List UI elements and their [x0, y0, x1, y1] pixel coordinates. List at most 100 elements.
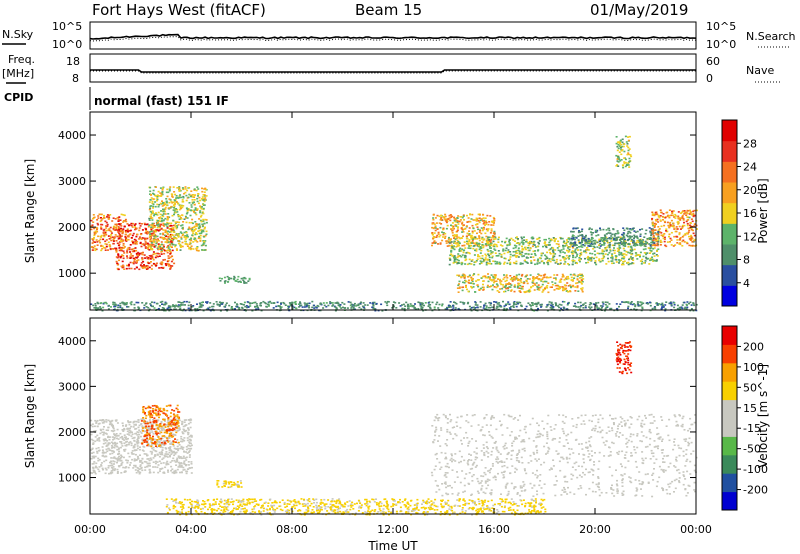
- echo-cell: [474, 261, 477, 263]
- echo-cell: [630, 155, 633, 158]
- echo-cell: [458, 255, 461, 258]
- echo-cell: [504, 290, 507, 293]
- echo-cell: [146, 230, 149, 233]
- echo-cell: [650, 238, 653, 241]
- echo-cell: [563, 242, 566, 245]
- echo-cell: [629, 154, 632, 156]
- echo-cell: [371, 306, 374, 309]
- echo-cell: [623, 301, 626, 304]
- echo-cell: [457, 220, 460, 222]
- echo-cell: [161, 237, 164, 239]
- echo-cell: [179, 205, 182, 208]
- echo-cell: [272, 302, 275, 304]
- echo-cell: [469, 220, 472, 223]
- echo-cell: [513, 286, 516, 288]
- echo-cell: [123, 428, 126, 431]
- echo-cell: [123, 246, 126, 248]
- echo-cell: [534, 284, 537, 286]
- echo-cell: [112, 430, 115, 433]
- echo-cell: [178, 195, 181, 197]
- echo-cell: [453, 301, 455, 303]
- echo-cell: [104, 243, 107, 245]
- echo-cell: [167, 305, 170, 307]
- echo-cell: [100, 228, 103, 230]
- echo-cell: [125, 233, 128, 236]
- echo-cell: [160, 210, 163, 212]
- echo-cell: [494, 236, 497, 239]
- echo-cell: [105, 245, 108, 248]
- echo-cell: [520, 241, 523, 244]
- echo-cell: [563, 301, 566, 303]
- echo-cell: [157, 255, 159, 258]
- echo-cell: [547, 276, 550, 279]
- echo-cell: [102, 238, 105, 241]
- echo-cell: [625, 141, 628, 143]
- echo-cell: [289, 304, 292, 307]
- echo-cell: [105, 439, 107, 441]
- echo-cell: [157, 219, 159, 222]
- echo-cell: [136, 447, 139, 450]
- echo-cell: [107, 426, 110, 429]
- echo-cell: [683, 213, 686, 215]
- echo-cell: [171, 468, 174, 470]
- echo-cell: [455, 234, 458, 236]
- echo-cell: [586, 242, 589, 245]
- echo-cell: [357, 303, 360, 305]
- echo-cell: [530, 237, 533, 239]
- echo-cell: [577, 231, 580, 234]
- echo-cell: [583, 237, 586, 240]
- echo-cell: [121, 230, 124, 233]
- echo-cell: [119, 235, 122, 238]
- echo-cell: [120, 213, 123, 216]
- echo-cell: [616, 307, 619, 310]
- echo-cell: [205, 308, 208, 311]
- echo-cell: [197, 202, 200, 205]
- noise-panel-frame: [89, 21, 697, 50]
- echo-cell: [435, 236, 438, 238]
- echo-cell: [477, 285, 480, 288]
- echo-cell: [460, 276, 463, 278]
- echo-cell: [502, 284, 505, 286]
- echo-cell: [101, 467, 104, 470]
- echo-cell: [440, 214, 443, 217]
- echo-cell: [139, 464, 142, 466]
- echo-cell: [90, 433, 93, 436]
- echo-cell: [537, 278, 540, 280]
- echo-cell: [198, 218, 201, 220]
- echo-cell: [109, 248, 112, 251]
- echo-cell: [476, 232, 478, 235]
- echo-cell: [218, 305, 221, 307]
- echo-cell: [456, 239, 459, 242]
- echo-cell: [359, 302, 362, 305]
- echo-cell: [179, 305, 182, 307]
- echo-cell: [434, 227, 437, 229]
- echo-cell: [602, 303, 605, 305]
- echo-cell: [155, 264, 158, 267]
- echo-cell: [582, 244, 585, 246]
- echo-cell: [478, 237, 481, 240]
- echo-cell: [516, 301, 519, 304]
- echo-cell: [94, 303, 97, 305]
- echo-cell: [690, 236, 693, 238]
- echo-cell: [466, 302, 469, 305]
- echo-cell: [180, 238, 183, 240]
- echo-cell: [547, 244, 550, 246]
- echo-cell: [471, 282, 474, 285]
- echo-cell: [536, 259, 539, 262]
- echo-cell: [498, 252, 501, 255]
- echo-cell: [544, 244, 547, 246]
- echo-cell: [498, 291, 501, 293]
- echo-cell: [554, 249, 557, 251]
- echo-cell: [571, 238, 574, 241]
- echo-cell: [653, 214, 656, 217]
- echo-cell: [645, 242, 648, 244]
- echo-cell: [493, 248, 496, 250]
- echo-cell: [623, 157, 626, 159]
- echo-cell: [165, 200, 168, 203]
- echo-cell: [524, 259, 526, 262]
- echo-cell: [692, 309, 695, 312]
- echo-cell: [223, 276, 226, 279]
- echo-cell: [154, 186, 157, 188]
- echo-cell: [113, 225, 115, 228]
